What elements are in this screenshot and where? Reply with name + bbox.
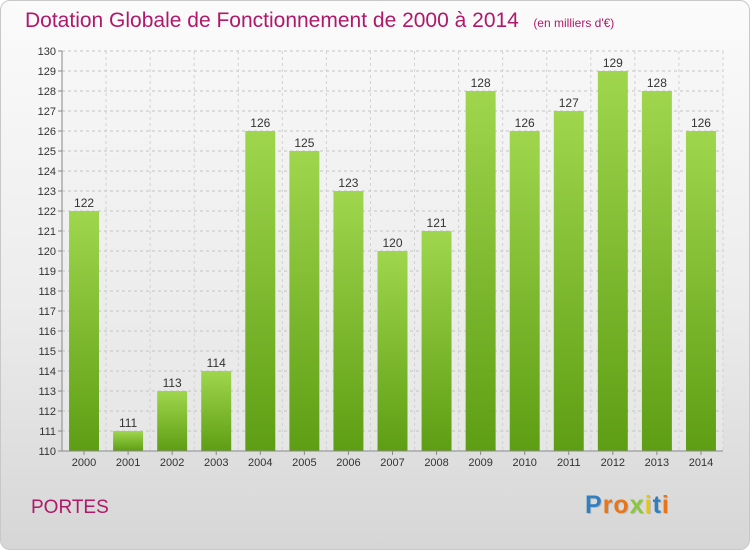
data-label-2012: 129: [603, 56, 623, 70]
x-tick-label: 2012: [601, 457, 625, 469]
y-tick-label: 117: [38, 306, 56, 318]
x-tick-label: 2008: [424, 457, 448, 469]
chart-subtitle: (en milliers d'€): [533, 16, 615, 30]
logo-letter: P: [585, 491, 603, 519]
x-tick-label: 2005: [292, 457, 316, 469]
x-tick-label: 2001: [116, 457, 140, 469]
data-label-2000: 122: [74, 196, 94, 210]
x-tick-label: 2003: [204, 457, 228, 469]
bar-2001: [113, 431, 144, 451]
data-label-2006: 123: [338, 176, 358, 190]
logo-letter: i: [644, 491, 653, 519]
y-tick-label: 119: [38, 266, 56, 278]
y-tick-label: 111: [39, 426, 56, 438]
bar-2004: [245, 131, 276, 451]
commune-name: PORTES: [31, 497, 109, 518]
y-tick-label: 122: [38, 206, 56, 218]
bar-2013: [641, 91, 672, 451]
title-row: Dotation Globale de Fonctionnement de 20…: [25, 9, 614, 33]
y-tick-label: 124: [38, 166, 56, 178]
x-tick-label: 2006: [336, 457, 360, 469]
x-tick-label: 2014: [689, 457, 713, 469]
data-label-2013: 128: [647, 76, 667, 90]
y-tick-label: 120: [38, 246, 56, 258]
x-tick-label: 2010: [512, 457, 536, 469]
y-tick-label: 123: [38, 186, 56, 198]
data-label-2005: 125: [294, 136, 314, 150]
bar-2000: [69, 211, 100, 451]
data-label-2009: 128: [471, 76, 491, 90]
y-tick-label: 114: [38, 366, 56, 378]
x-tick-label: 2011: [557, 457, 581, 469]
x-tick-label: 2002: [160, 457, 184, 469]
y-tick-label: 126: [38, 126, 56, 138]
bar-2009: [465, 91, 496, 451]
data-label-2011: 127: [559, 96, 579, 110]
x-tick-label: 2007: [380, 457, 404, 469]
bar-2003: [201, 371, 232, 451]
data-label-2004: 126: [250, 116, 270, 130]
x-tick-label: 2013: [645, 457, 669, 469]
y-tick-label: 125: [38, 146, 56, 158]
y-tick-label: 128: [38, 86, 56, 98]
data-label-2007: 120: [382, 236, 402, 250]
y-tick-label: 115: [38, 346, 56, 358]
bar-2005: [289, 151, 320, 451]
data-label-2003: 114: [207, 356, 226, 370]
y-tick-label: 113: [38, 386, 56, 398]
logo-letter: r: [602, 491, 614, 519]
logo-letter: x: [629, 491, 645, 519]
y-tick-label: 116: [38, 326, 56, 338]
logo-letter: o: [613, 491, 630, 519]
logo-letter: t: [652, 491, 662, 519]
y-tick-label: 127: [38, 106, 56, 118]
x-tick-label: 2004: [248, 457, 272, 469]
y-tick-label: 121: [38, 226, 56, 238]
data-label-2010: 126: [515, 116, 535, 130]
bar-2002: [157, 391, 188, 451]
y-tick-label: 112: [38, 406, 56, 418]
y-tick-label: 118: [38, 286, 56, 298]
chart-title: Dotation Globale de Fonctionnement de 20…: [25, 9, 519, 32]
x-tick-label: 2000: [72, 457, 96, 469]
data-label-2014: 126: [691, 116, 711, 130]
y-tick-label: 110: [38, 446, 56, 458]
data-label-2008: 121: [427, 216, 447, 230]
proxiti-logo: Proxiti: [585, 491, 670, 520]
x-tick-label: 2009: [468, 457, 492, 469]
y-tick-label: 129: [38, 66, 56, 78]
bar-2006: [333, 191, 364, 451]
bar-2012: [597, 71, 628, 451]
data-label-2001: 111: [119, 416, 138, 430]
bar-2011: [553, 111, 584, 451]
y-tick-label: 130: [38, 46, 56, 58]
bar-2008: [421, 231, 452, 451]
bar-2014: [685, 131, 716, 451]
bar-2010: [509, 131, 540, 451]
logo-letter: i: [661, 491, 670, 519]
bar-2007: [377, 251, 408, 451]
data-label-2002: 113: [163, 376, 182, 390]
